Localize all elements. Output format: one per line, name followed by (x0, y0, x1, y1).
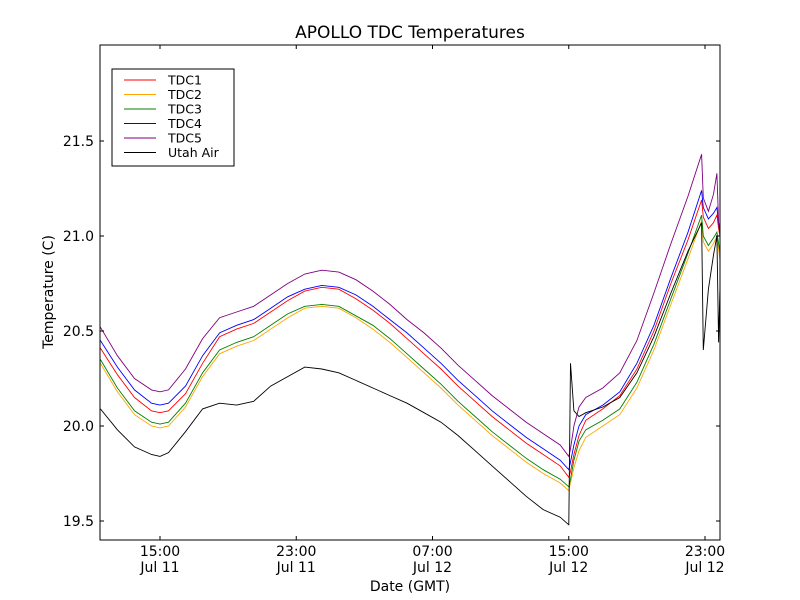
x-tick-label-time: 23:00 (685, 544, 725, 560)
legend-box (111, 68, 235, 167)
series-line-tdc1 (100, 199, 720, 479)
series-line-tdc5 (100, 154, 720, 458)
y-axis: 19.5 20.0 20.5 21.0 21.5 (63, 134, 720, 530)
x-tick-label-time: 15:00 (549, 544, 589, 560)
legend-label: TDC4 (167, 116, 202, 131)
plot-frame (99, 44, 721, 541)
legend-label: TDC1 (167, 73, 202, 88)
x-tick-label-time: 23:00 (276, 544, 316, 560)
series-line-tdc3 (100, 214, 720, 488)
y-axis-label: Temperature (C) (41, 235, 57, 350)
x-tick-label-time: 15:00 (140, 544, 180, 560)
series-layer (100, 154, 720, 526)
y-tick-label: 21.0 (63, 229, 94, 245)
legend-label: TDC5 (167, 131, 202, 146)
y-tick-label: 20.0 (63, 419, 94, 435)
y-tick-label: 21.5 (63, 134, 94, 150)
series-line-tdc4 (100, 190, 720, 471)
legend-label: TDC3 (167, 102, 202, 117)
chart-title: APOLLO TDC Temperatures (295, 23, 525, 43)
series-line-utah-air (100, 222, 720, 526)
x-axis-label: Date (GMT) (370, 579, 450, 595)
y-tick-label: 19.5 (63, 514, 94, 530)
series-line-tdc2 (100, 220, 720, 492)
x-tick-label-date: Jul 11 (139, 560, 179, 576)
legend-label: Utah Air (168, 145, 220, 160)
x-tick-label-date: Jul 12 (412, 560, 452, 576)
legend-label: TDC2 (167, 87, 202, 102)
y-tick-label: 20.5 (63, 324, 94, 340)
x-tick-label-date: Jul 12 (548, 560, 588, 576)
x-tick-label-time: 07:00 (412, 544, 452, 560)
x-tick-label-date: Jul 12 (684, 560, 724, 576)
x-tick-label-date: Jul 11 (276, 560, 316, 576)
